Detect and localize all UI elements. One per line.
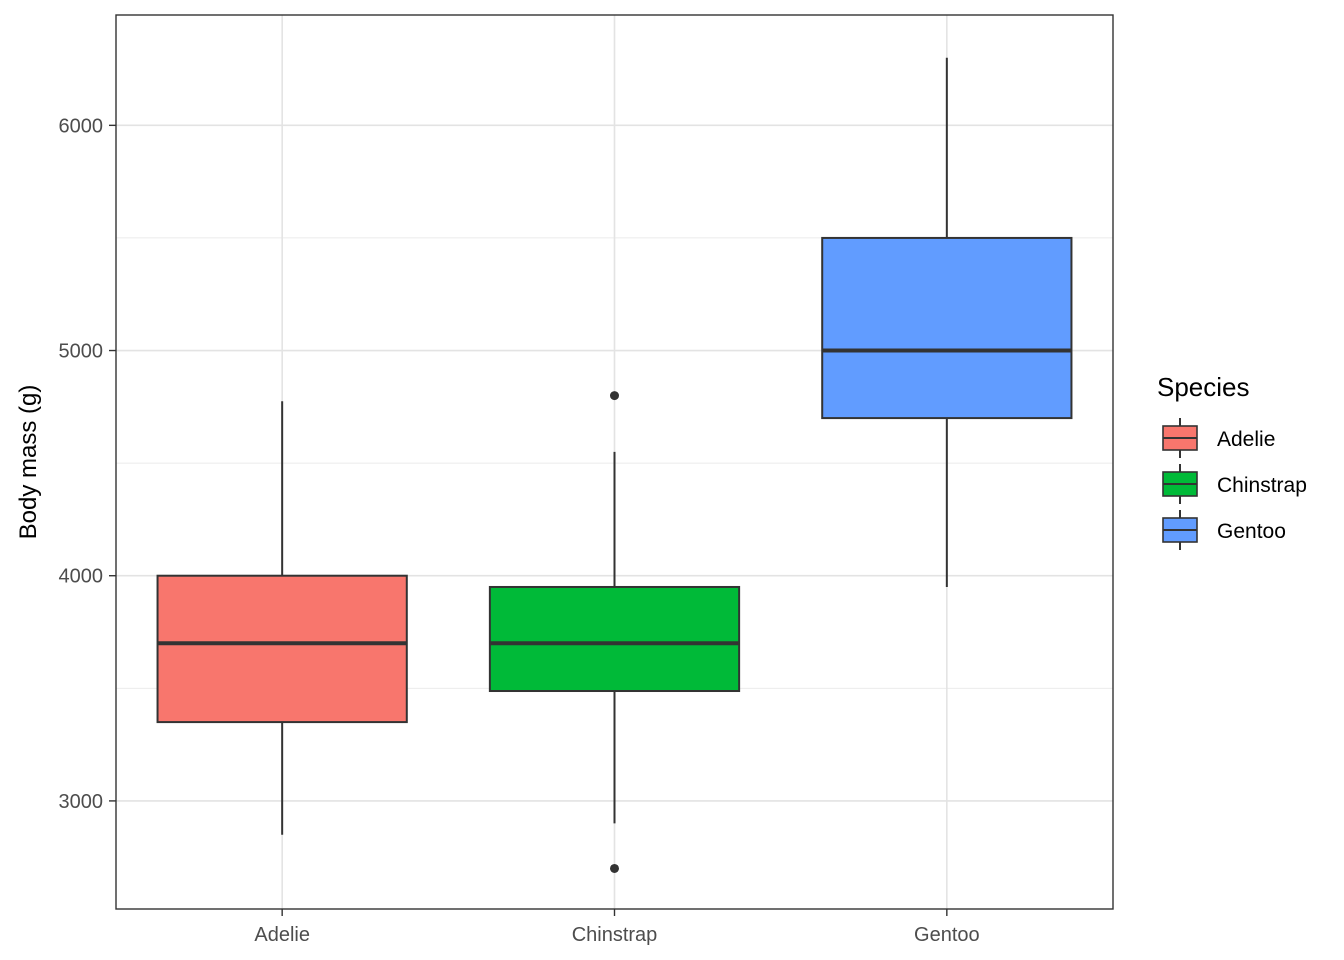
iqr-box <box>488 585 741 693</box>
iqr-box <box>156 574 408 724</box>
legend-entry-gentoo: Gentoo <box>1162 510 1286 550</box>
y-axis: 3000 4000 5000 6000 <box>59 115 116 813</box>
box-gentoo <box>821 57 1073 587</box>
outlier-point <box>610 863 619 873</box>
box-adelie <box>156 401 408 835</box>
legend-label: Chinstrap <box>1217 474 1307 497</box>
y-tick-label: 5000 <box>59 341 104 363</box>
outlier-point <box>610 391 619 401</box>
legend-label: Adelie <box>1217 428 1275 451</box>
y-tick-label: 3000 <box>59 791 104 813</box>
box-series <box>156 57 1073 873</box>
y-tick-label: 6000 <box>59 115 104 137</box>
legend: Species Adelie Chinstrap Gentoo <box>1157 372 1307 550</box>
y-tick-label: 4000 <box>59 566 104 588</box>
box-chinstrap <box>488 391 741 873</box>
x-axis: Adelie Chinstrap Gentoo <box>254 909 980 946</box>
x-tick-label: Gentoo <box>914 924 980 946</box>
x-tick-label: Adelie <box>254 924 310 946</box>
iqr-box <box>821 236 1073 420</box>
legend-label: Gentoo <box>1217 520 1286 543</box>
legend-entry-adelie: Adelie <box>1162 418 1275 458</box>
legend-entry-chinstrap: Chinstrap <box>1162 464 1307 504</box>
legend-title: Species <box>1157 372 1250 402</box>
x-tick-label: Chinstrap <box>572 924 658 946</box>
y-axis-title: Body mass (g) <box>15 385 42 540</box>
